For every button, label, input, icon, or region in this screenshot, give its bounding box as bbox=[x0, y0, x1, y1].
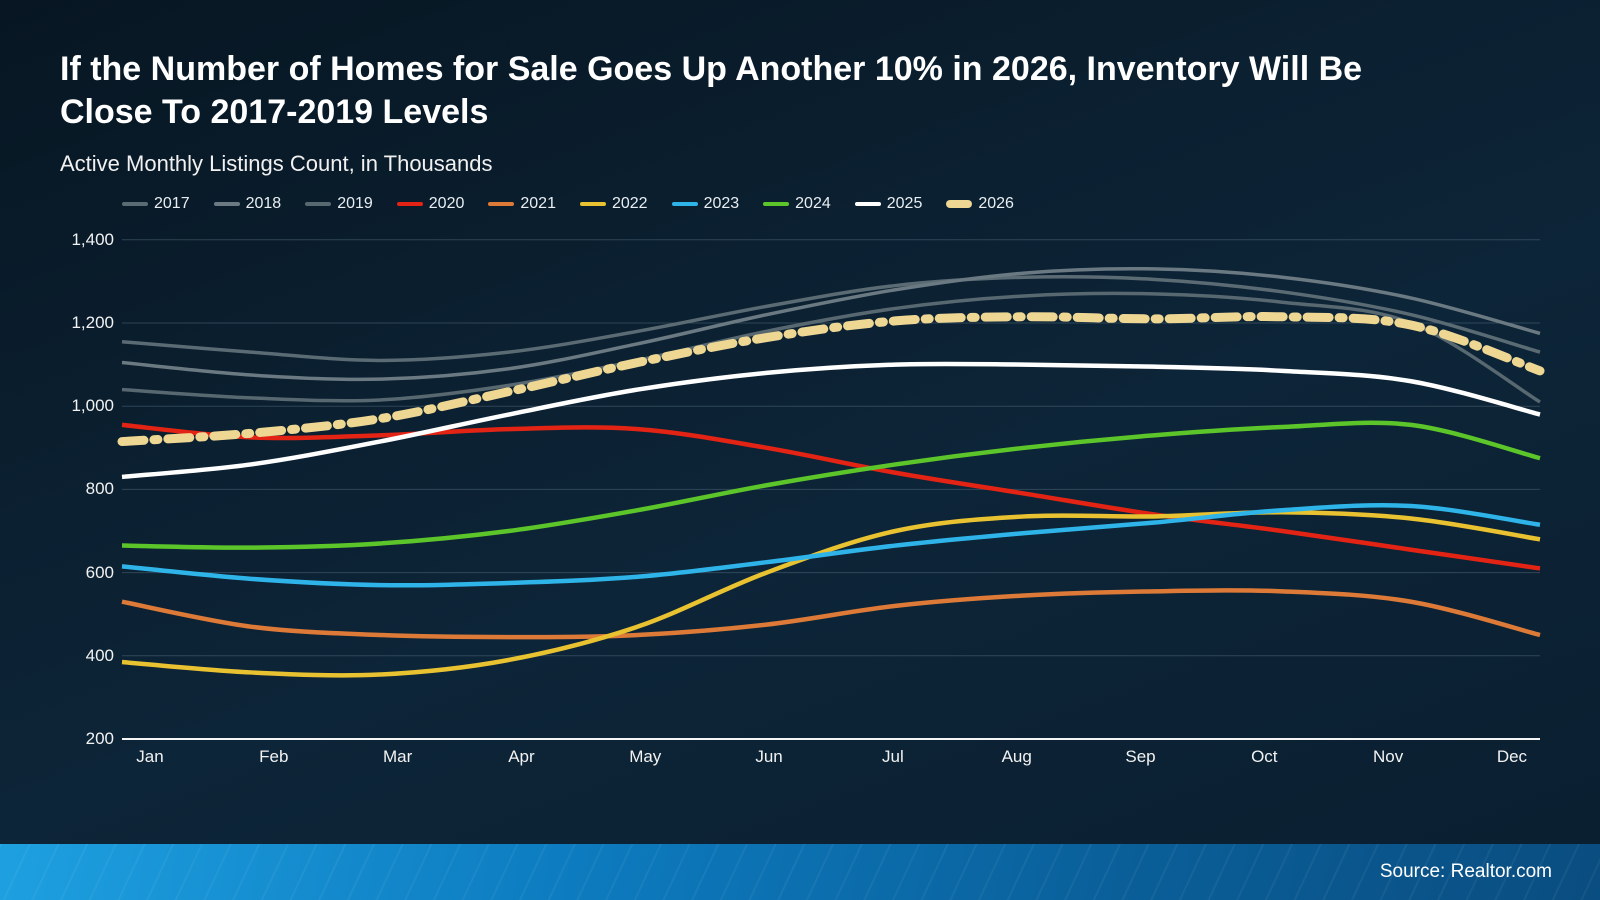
legend-label-2026: 2026 bbox=[978, 195, 1014, 213]
legend-item-2018[interactable]: 2018 bbox=[214, 195, 282, 213]
legend-label-2023: 2023 bbox=[704, 195, 740, 213]
footer-bar: Source: Realtor.com bbox=[0, 844, 1600, 900]
chart-header: If the Number of Homes for Sale Goes Up … bbox=[0, 0, 1600, 177]
x-axis-label-Nov: Nov bbox=[1368, 747, 1408, 767]
x-axis-labels: Jan Feb Mar Apr May Jun Jul Aug Sep Oct Nov Dec bbox=[122, 747, 1540, 767]
chart-app: If the Number of Homes for Sale Goes Up … bbox=[0, 0, 1600, 900]
y-axis: 1,400 1,200 1,000 800 600 400 200 bbox=[60, 219, 122, 739]
legend-swatch-2025 bbox=[855, 202, 881, 206]
x-axis-label-Dec: Dec bbox=[1492, 747, 1532, 767]
legend-swatch-2021 bbox=[488, 202, 514, 206]
chart-legend: 2017 2018 2019 2020 2021 2022 2023 2024 2025 2026 bbox=[60, 195, 1540, 213]
x-axis-label-Mar: Mar bbox=[378, 747, 418, 767]
legend-swatch-2026 bbox=[946, 200, 972, 208]
x-axis-label-Jun: Jun bbox=[749, 747, 789, 767]
legend-item-2024[interactable]: 2024 bbox=[763, 195, 831, 213]
legend-label-2017: 2017 bbox=[154, 195, 190, 213]
y-axis-tick-600: 600 bbox=[86, 563, 114, 583]
series-line-2019[interactable] bbox=[122, 293, 1540, 402]
legend-item-2023[interactable]: 2023 bbox=[672, 195, 740, 213]
x-axis-label-Jul: Jul bbox=[873, 747, 913, 767]
y-axis-tick-1200: 1,200 bbox=[71, 313, 114, 333]
legend-label-2022: 2022 bbox=[612, 195, 648, 213]
chart-subtitle: Active Monthly Listings Count, in Thousa… bbox=[60, 151, 1540, 177]
legend-label-2018: 2018 bbox=[246, 195, 282, 213]
y-axis-tick-1400: 1,400 bbox=[71, 230, 114, 250]
chart-title: If the Number of Homes for Sale Goes Up … bbox=[60, 48, 1380, 133]
x-axis-label-May: May bbox=[625, 747, 665, 767]
legend-swatch-2017 bbox=[122, 202, 148, 206]
x-axis-label-Apr: Apr bbox=[501, 747, 541, 767]
legend-label-2019: 2019 bbox=[337, 195, 373, 213]
plot-area: 1,400 1,200 1,000 800 600 400 200 Jan Feb Mar Apr… bbox=[60, 219, 1540, 819]
x-axis-label-Oct: Oct bbox=[1244, 747, 1284, 767]
legend-label-2024: 2024 bbox=[795, 195, 831, 213]
legend-item-2022[interactable]: 2022 bbox=[580, 195, 648, 213]
chart-area: 2017 2018 2019 2020 2021 2022 2023 2024 2025 2026… bbox=[60, 195, 1540, 844]
legend-swatch-2019 bbox=[305, 202, 331, 206]
x-axis-label-Aug: Aug bbox=[997, 747, 1037, 767]
legend-swatch-2023 bbox=[672, 202, 698, 206]
y-axis-tick-400: 400 bbox=[86, 646, 114, 666]
legend-label-2020: 2020 bbox=[429, 195, 465, 213]
legend-swatch-2022 bbox=[580, 202, 606, 206]
legend-label-2025: 2025 bbox=[887, 195, 923, 213]
y-axis-tick-200: 200 bbox=[86, 729, 114, 749]
legend-swatch-2018 bbox=[214, 202, 240, 206]
y-axis-tick-1000: 1,000 bbox=[71, 396, 114, 416]
legend-item-2019[interactable]: 2019 bbox=[305, 195, 373, 213]
line-chart-svg bbox=[122, 219, 1540, 779]
legend-swatch-2024 bbox=[763, 202, 789, 206]
x-axis-label-Jan: Jan bbox=[130, 747, 170, 767]
x-axis-label-Feb: Feb bbox=[254, 747, 294, 767]
source-label: Source: Realtor.com bbox=[1380, 861, 1552, 883]
legend-swatch-2020 bbox=[397, 202, 423, 206]
x-axis-label-Sep: Sep bbox=[1121, 747, 1161, 767]
legend-item-2020[interactable]: 2020 bbox=[397, 195, 465, 213]
legend-item-2025[interactable]: 2025 bbox=[855, 195, 923, 213]
series-line-2024[interactable] bbox=[122, 423, 1540, 548]
legend-item-2017[interactable]: 2017 bbox=[122, 195, 190, 213]
series-line-2021[interactable] bbox=[122, 590, 1540, 637]
legend-item-2026[interactable]: 2026 bbox=[946, 195, 1014, 213]
legend-item-2021[interactable]: 2021 bbox=[488, 195, 556, 213]
y-axis-tick-800: 800 bbox=[86, 479, 114, 499]
legend-label-2021: 2021 bbox=[520, 195, 556, 213]
